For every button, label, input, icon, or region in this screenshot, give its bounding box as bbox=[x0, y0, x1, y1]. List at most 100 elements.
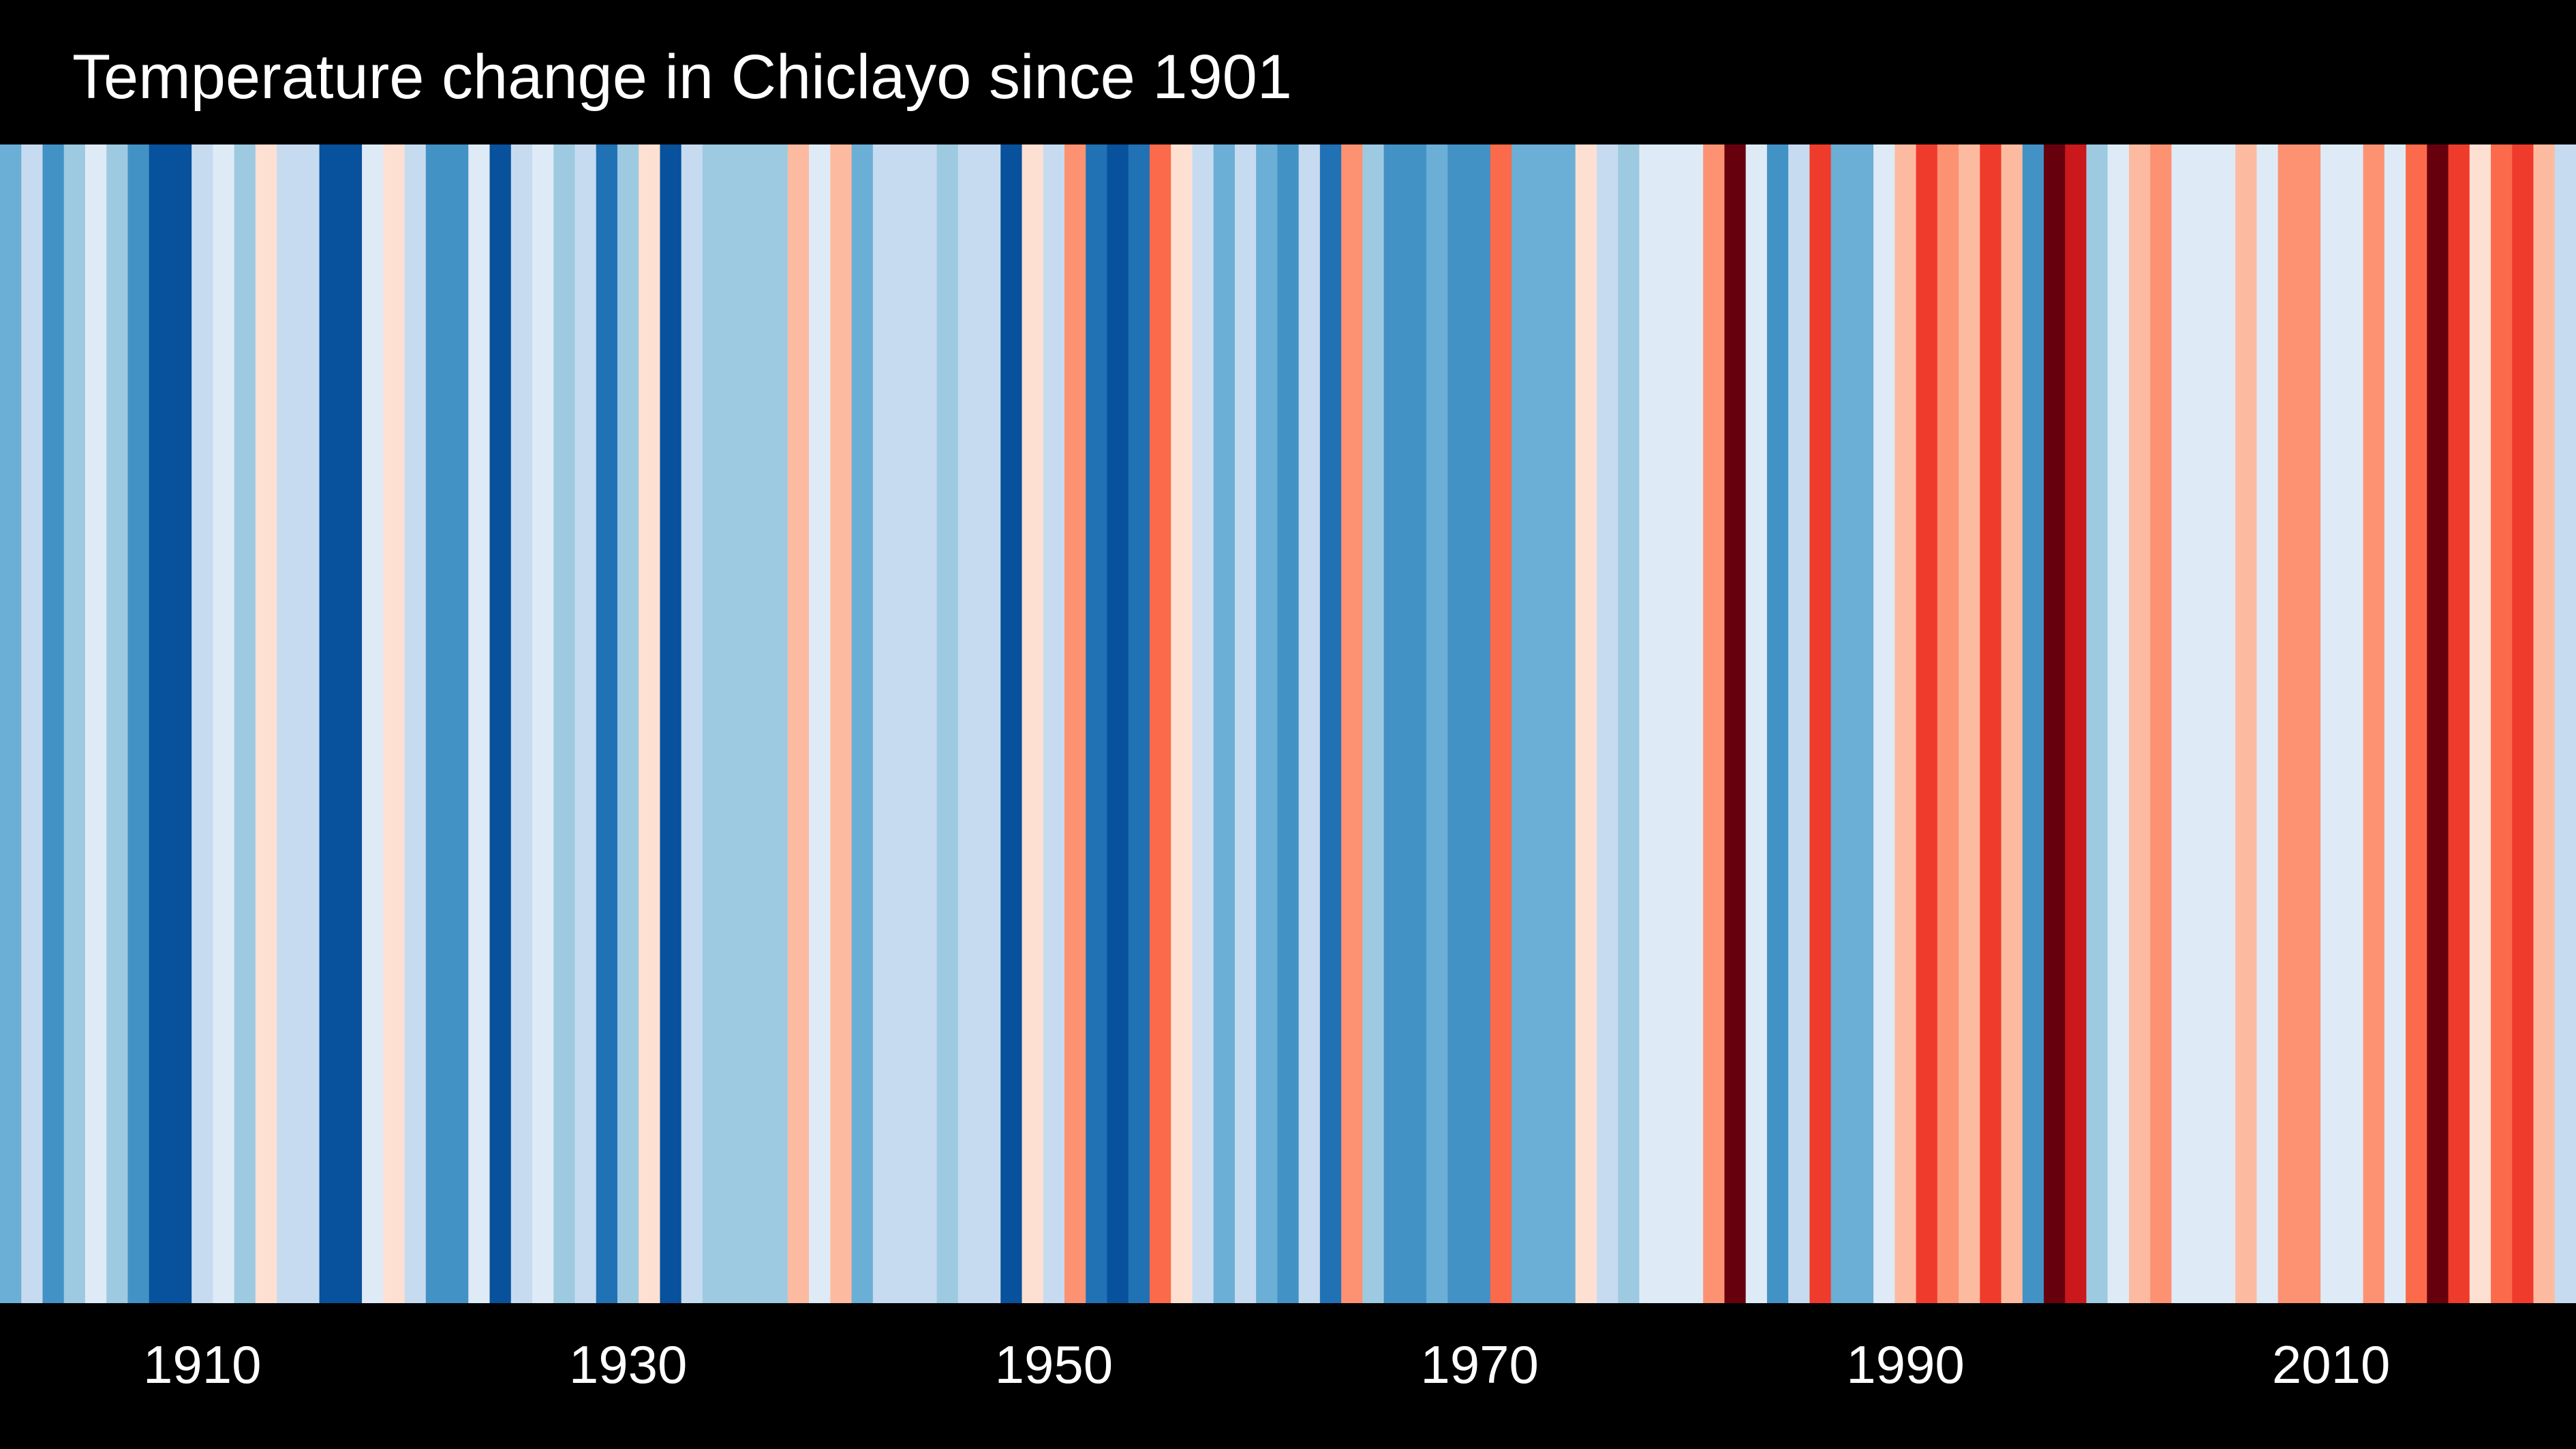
stripe-2010 bbox=[2320, 144, 2342, 1303]
stripe-1984 bbox=[1766, 144, 1789, 1303]
stripe-1926 bbox=[532, 144, 554, 1303]
stripe-1928 bbox=[574, 144, 597, 1303]
stripe-2015 bbox=[2427, 144, 2449, 1303]
stripe-1991 bbox=[1916, 144, 1938, 1303]
stripe-1945 bbox=[936, 144, 959, 1303]
stripe-2021 bbox=[2554, 144, 2576, 1303]
stripe-2000 bbox=[2107, 144, 2130, 1303]
stripe-1986 bbox=[1809, 144, 1832, 1303]
stripe-1932 bbox=[660, 144, 682, 1303]
stripe-1936 bbox=[745, 144, 767, 1303]
stripe-2014 bbox=[2406, 144, 2427, 1303]
stripe-1979 bbox=[1660, 144, 1683, 1303]
stripe-1995 bbox=[2001, 144, 2023, 1303]
stripe-1941 bbox=[851, 144, 874, 1303]
title-bar: Temperature change in Chiclayo since 190… bbox=[0, 0, 2576, 144]
stripe-1905 bbox=[85, 144, 107, 1303]
x-tick-label-1910: 1910 bbox=[143, 1334, 262, 1394]
stripe-1961 bbox=[1277, 144, 1300, 1303]
stripe-1946 bbox=[957, 144, 980, 1303]
stripe-2020 bbox=[2533, 144, 2556, 1303]
stripe-1903 bbox=[42, 144, 65, 1303]
stripe-1944 bbox=[915, 144, 938, 1303]
stripe-1922 bbox=[447, 144, 469, 1303]
stripe-1975 bbox=[1575, 144, 1597, 1303]
stripe-1913 bbox=[255, 144, 277, 1303]
stripe-1921 bbox=[425, 144, 448, 1303]
stripe-1939 bbox=[809, 144, 831, 1303]
stripe-1947 bbox=[979, 144, 1001, 1303]
stripe-2004 bbox=[2192, 144, 2215, 1303]
stripe-1957 bbox=[1192, 144, 1214, 1303]
stripe-1910 bbox=[191, 144, 213, 1303]
stripe-2002 bbox=[2150, 144, 2173, 1303]
x-tick-label-1950: 1950 bbox=[994, 1334, 1114, 1394]
stripe-1917 bbox=[340, 144, 363, 1303]
stripe-1940 bbox=[830, 144, 853, 1303]
stripe-1923 bbox=[468, 144, 491, 1303]
stripe-1978 bbox=[1639, 144, 1661, 1303]
stripe-1976 bbox=[1596, 144, 1619, 1303]
stripe-1956 bbox=[1171, 144, 1193, 1303]
stripe-1985 bbox=[1788, 144, 1810, 1303]
stripe-1997 bbox=[2044, 144, 2066, 1303]
x-tick-label-1930: 1930 bbox=[568, 1334, 688, 1394]
x-tick-label-1990: 1990 bbox=[1846, 1334, 1965, 1394]
stripe-1987 bbox=[1830, 144, 1853, 1303]
stripe-1967 bbox=[1405, 144, 1427, 1303]
stripe-1983 bbox=[1745, 144, 1768, 1303]
stripe-1908 bbox=[149, 144, 171, 1303]
stripe-1963 bbox=[1319, 144, 1342, 1303]
stripe-1980 bbox=[1681, 144, 1704, 1303]
stripe-1930 bbox=[617, 144, 639, 1303]
x-tick-label-1970: 1970 bbox=[1420, 1334, 1539, 1394]
stripe-1959 bbox=[1234, 144, 1257, 1303]
stripe-2017 bbox=[2469, 144, 2491, 1303]
stripe-1994 bbox=[1980, 144, 2002, 1303]
stripe-1914 bbox=[277, 144, 298, 1303]
stripe-1965 bbox=[1362, 144, 1385, 1303]
stripe-1982 bbox=[1724, 144, 1747, 1303]
stripe-1935 bbox=[724, 144, 746, 1303]
stripe-1911 bbox=[213, 144, 235, 1303]
stripe-1953 bbox=[1107, 144, 1129, 1303]
stripe-1962 bbox=[1298, 144, 1321, 1303]
stripe-1919 bbox=[383, 144, 405, 1303]
stripe-1955 bbox=[1149, 144, 1171, 1303]
stripe-1915 bbox=[298, 144, 320, 1303]
stripe-1968 bbox=[1426, 144, 1448, 1303]
stripe-2018 bbox=[2491, 144, 2513, 1303]
stripe-1971 bbox=[1490, 144, 1512, 1303]
stripe-1972 bbox=[1512, 144, 1533, 1303]
stripe-2009 bbox=[2299, 144, 2321, 1303]
stripe-1999 bbox=[2086, 144, 2109, 1303]
stripe-2001 bbox=[2128, 144, 2151, 1303]
x-tick-label-2010: 2010 bbox=[2271, 1334, 2391, 1394]
stripe-1974 bbox=[1554, 144, 1576, 1303]
stripe-2006 bbox=[2235, 144, 2258, 1303]
stripe-1924 bbox=[489, 144, 512, 1303]
stripe-2016 bbox=[2448, 144, 2470, 1303]
stripe-1904 bbox=[63, 144, 86, 1303]
chart-title: Temperature change in Chiclayo since 190… bbox=[72, 42, 1292, 112]
stripe-1925 bbox=[510, 144, 533, 1303]
stripe-1942 bbox=[872, 144, 895, 1303]
stripe-1918 bbox=[362, 144, 384, 1303]
stripe-1912 bbox=[234, 144, 256, 1303]
stripe-1989 bbox=[1873, 144, 1895, 1303]
stripe-2007 bbox=[2256, 144, 2279, 1303]
stripe-1952 bbox=[1086, 144, 1108, 1303]
stripe-1973 bbox=[1533, 144, 1555, 1303]
stripe-1970 bbox=[1469, 144, 1491, 1303]
stripe-1938 bbox=[787, 144, 810, 1303]
stripe-1948 bbox=[1000, 144, 1023, 1303]
stripe-2011 bbox=[2342, 144, 2364, 1303]
stripe-1964 bbox=[1341, 144, 1363, 1303]
stripe-1906 bbox=[106, 144, 129, 1303]
stripe-1929 bbox=[596, 144, 618, 1303]
x-axis: 1910 1930 1950 1970 1990 2010 bbox=[0, 1303, 2576, 1449]
stripe-1907 bbox=[127, 144, 150, 1303]
stripe-1966 bbox=[1383, 144, 1406, 1303]
stripe-1998 bbox=[2065, 144, 2087, 1303]
stripe-1977 bbox=[1618, 144, 1640, 1303]
